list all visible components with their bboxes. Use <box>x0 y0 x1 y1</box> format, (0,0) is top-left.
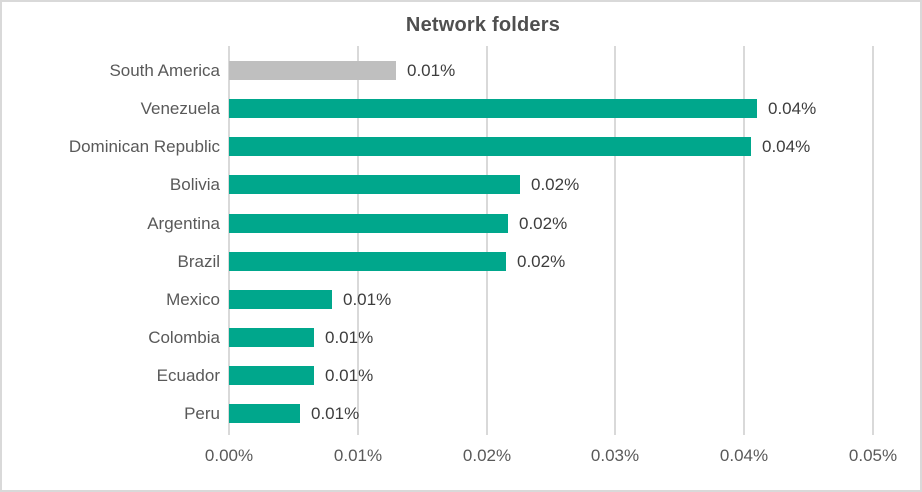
value-label: 0.04% <box>768 99 817 118</box>
category-label: Dominican Republic <box>68 137 220 156</box>
plot-area: 0.01% 0.04% 0.04% 0.02% 0.02% 0.02% 0.01% 0.01%… <box>228 46 874 435</box>
category-label: Argentina <box>147 214 220 233</box>
bar <box>229 175 520 194</box>
bar <box>229 404 300 423</box>
gridline <box>872 46 874 435</box>
x-axis-tick-label: 0.01% <box>333 446 383 465</box>
chart-title: Network folders <box>405 14 561 36</box>
bar <box>229 137 751 156</box>
gridline <box>743 46 745 435</box>
value-label: 0.01% <box>311 404 360 423</box>
category-label: Mexico <box>166 290 220 309</box>
category-label: South America <box>109 61 220 80</box>
value-label: 0.02% <box>531 175 580 194</box>
x-axis-tick-label: 0.03% <box>590 446 640 465</box>
x-axis-tick-label: 0.00% <box>204 446 254 465</box>
x-axis-tick-label: 0.05% <box>848 446 898 465</box>
x-axis-tick-label: 0.04% <box>719 446 769 465</box>
gridline <box>614 46 616 435</box>
gridline <box>486 46 488 435</box>
category-label: Peru <box>184 404 220 423</box>
value-label: 0.01% <box>343 290 392 309</box>
gridline <box>357 46 359 435</box>
value-label: 0.04% <box>762 137 811 156</box>
bar <box>229 366 314 385</box>
bar <box>229 214 508 233</box>
value-label: 0.01% <box>325 366 374 385</box>
bar <box>229 252 506 271</box>
bar <box>229 99 757 118</box>
x-axis-tick-label: 0.02% <box>462 446 512 465</box>
bar <box>229 328 314 347</box>
bar <box>229 290 332 309</box>
category-label: Colombia <box>148 328 220 347</box>
gridline <box>228 46 230 435</box>
value-label: 0.02% <box>519 214 568 233</box>
category-label: Brazil <box>177 252 220 271</box>
bar <box>229 61 396 80</box>
category-label: Ecuador <box>156 366 220 385</box>
value-label: 0.02% <box>517 252 566 271</box>
value-label: 0.01% <box>407 61 456 80</box>
category-label: Venezuela <box>140 99 220 118</box>
category-label: Bolivia <box>169 175 220 194</box>
value-label: 0.01% <box>325 328 374 347</box>
